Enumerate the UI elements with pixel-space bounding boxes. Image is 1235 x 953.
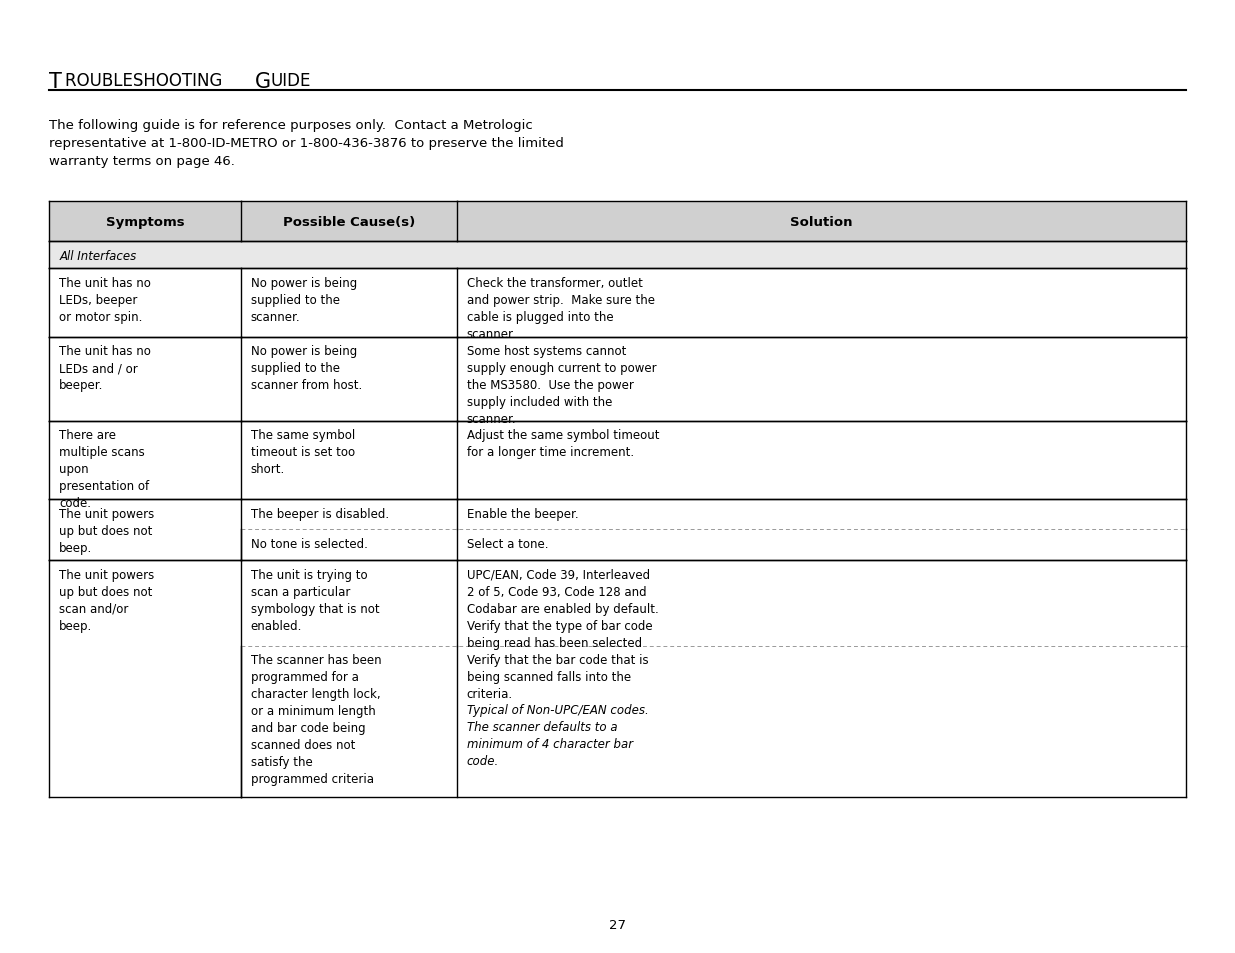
Bar — [241, 499, 457, 530]
Text: Verify that the bar code that is
being scanned falls into the
criteria.: Verify that the bar code that is being s… — [467, 654, 648, 700]
Bar — [49, 560, 241, 797]
Bar — [457, 499, 1186, 530]
Bar — [241, 202, 457, 242]
Bar — [49, 242, 1186, 269]
Text: Solution: Solution — [790, 215, 852, 229]
Text: ROUBLESHOOTING: ROUBLESHOOTING — [65, 71, 228, 90]
Text: Check the transformer, outlet
and power strip.  Make sure the
cable is plugged i: Check the transformer, outlet and power … — [467, 276, 655, 340]
Bar — [457, 337, 1186, 421]
Text: The unit has no
LEDs and / or
beeper.: The unit has no LEDs and / or beeper. — [59, 345, 151, 392]
Bar — [457, 646, 1186, 797]
Text: No tone is selected.: No tone is selected. — [251, 537, 368, 551]
Text: All Interfaces: All Interfaces — [59, 250, 137, 263]
Bar — [241, 269, 457, 337]
Bar — [457, 530, 1186, 560]
Text: The scanner has been
programmed for a
character length lock,
or a minimum length: The scanner has been programmed for a ch… — [251, 654, 382, 785]
Bar — [49, 337, 241, 421]
Text: T: T — [49, 71, 62, 91]
Bar — [457, 269, 1186, 337]
Text: Symptoms: Symptoms — [106, 215, 184, 229]
Text: UIDE: UIDE — [270, 71, 311, 90]
Bar — [241, 560, 457, 646]
Bar — [457, 560, 1186, 646]
Bar — [241, 337, 457, 421]
Bar — [457, 421, 1186, 499]
Bar — [49, 202, 241, 242]
Text: There are
multiple scans
upon
presentation of
code.: There are multiple scans upon presentati… — [59, 429, 149, 510]
Text: No power is being
supplied to the
scanner.: No power is being supplied to the scanne… — [251, 276, 357, 323]
Bar — [241, 530, 457, 560]
Bar — [241, 646, 457, 797]
Text: The unit powers
up but does not
scan and/or
beep.: The unit powers up but does not scan and… — [59, 568, 154, 632]
Text: The following guide is for reference purposes only.  Contact a Metrologic
repres: The following guide is for reference pur… — [49, 119, 564, 168]
Text: The same symbol
timeout is set too
short.: The same symbol timeout is set too short… — [251, 429, 354, 476]
Text: Typical of Non-UPC/EAN codes.
The scanner defaults to a
minimum of 4 character b: Typical of Non-UPC/EAN codes. The scanne… — [467, 703, 648, 767]
Text: Adjust the same symbol timeout
for a longer time increment.: Adjust the same symbol timeout for a lon… — [467, 429, 659, 458]
Bar — [49, 421, 241, 499]
Text: G: G — [254, 71, 270, 91]
Text: Select a tone.: Select a tone. — [467, 537, 548, 551]
Text: Possible Cause(s): Possible Cause(s) — [283, 215, 415, 229]
Bar — [241, 421, 457, 499]
Bar — [49, 499, 241, 560]
Text: The beeper is disabled.: The beeper is disabled. — [251, 507, 389, 520]
Text: Enable the beeper.: Enable the beeper. — [467, 507, 578, 520]
Text: 27: 27 — [609, 918, 626, 931]
Bar — [457, 202, 1186, 242]
Text: No power is being
supplied to the
scanner from host.: No power is being supplied to the scanne… — [251, 345, 362, 392]
Text: The unit powers
up but does not
beep.: The unit powers up but does not beep. — [59, 507, 154, 554]
Text: UPC/EAN, Code 39, Interleaved
2 of 5, Code 93, Code 128 and
Codabar are enabled : UPC/EAN, Code 39, Interleaved 2 of 5, Co… — [467, 568, 658, 649]
Text: The unit has no
LEDs, beeper
or motor spin.: The unit has no LEDs, beeper or motor sp… — [59, 276, 151, 323]
Text: Some host systems cannot
supply enough current to power
the MS3580.  Use the pow: Some host systems cannot supply enough c… — [467, 345, 657, 426]
Bar — [49, 269, 241, 337]
Text: The unit is trying to
scan a particular
symbology that is not
enabled.: The unit is trying to scan a particular … — [251, 568, 379, 632]
